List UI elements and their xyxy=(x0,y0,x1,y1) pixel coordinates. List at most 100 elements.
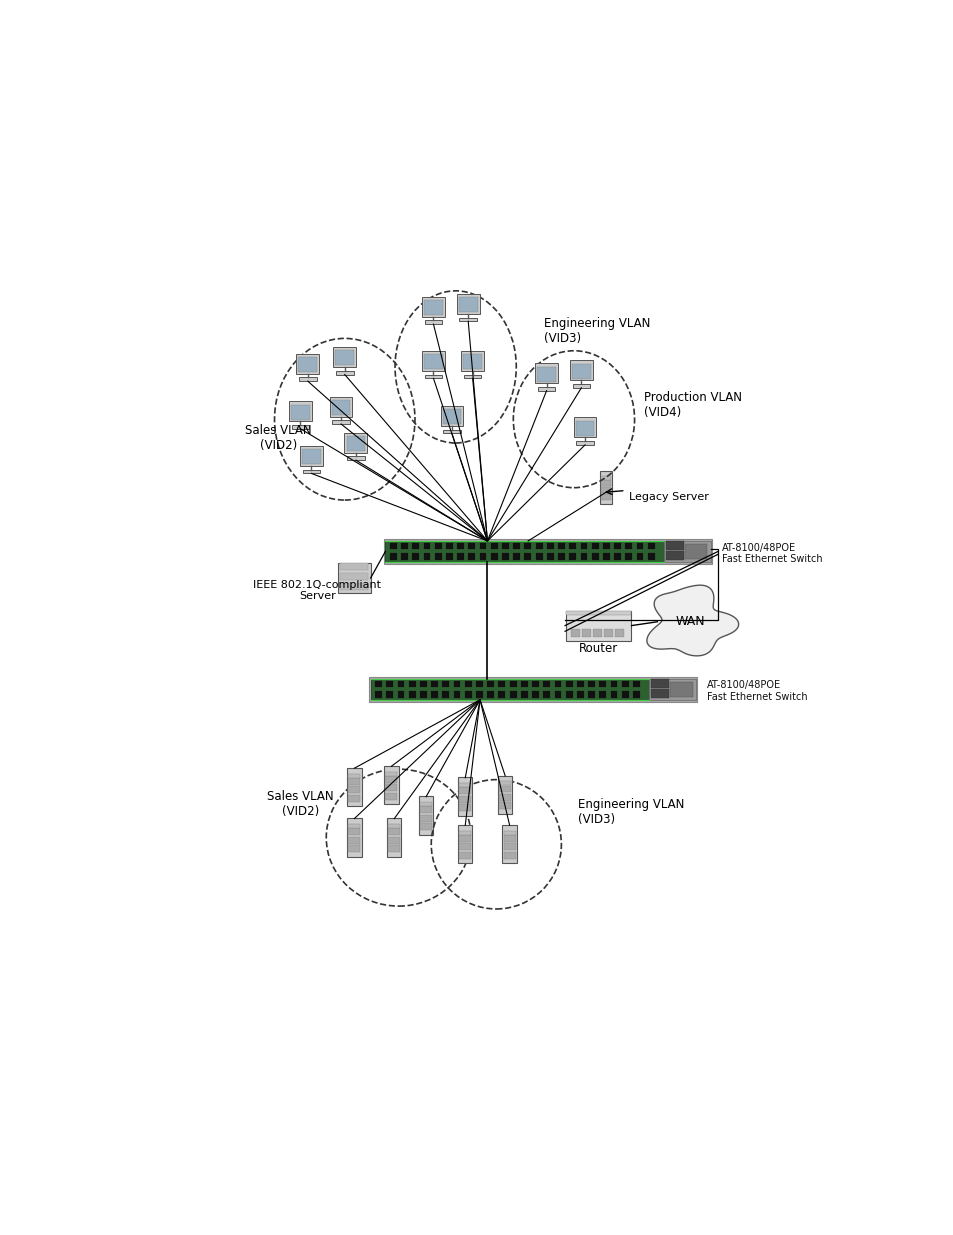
Bar xyxy=(614,553,620,559)
Bar xyxy=(424,374,442,378)
Bar xyxy=(591,553,598,559)
Bar xyxy=(375,692,381,698)
Text: Sales VLAN
(VID2): Sales VLAN (VID2) xyxy=(267,790,334,819)
Bar xyxy=(636,553,643,559)
Bar xyxy=(536,543,542,550)
Bar xyxy=(648,679,695,700)
Bar xyxy=(669,682,692,697)
FancyBboxPatch shape xyxy=(421,351,444,370)
Bar xyxy=(602,543,609,550)
Bar xyxy=(593,630,601,637)
Bar xyxy=(571,630,579,637)
Bar xyxy=(458,835,471,842)
Bar xyxy=(400,543,408,550)
Bar xyxy=(520,692,527,698)
Bar xyxy=(388,824,400,827)
Bar xyxy=(346,436,365,451)
Bar xyxy=(424,320,442,324)
Bar xyxy=(385,541,663,562)
Bar xyxy=(554,692,560,698)
Bar xyxy=(383,538,712,563)
FancyBboxPatch shape xyxy=(456,294,479,314)
Bar xyxy=(576,441,593,445)
Bar xyxy=(369,677,697,701)
Bar xyxy=(419,803,432,806)
Bar xyxy=(487,680,494,687)
Bar xyxy=(412,553,418,559)
Bar xyxy=(458,795,471,803)
Bar xyxy=(503,852,516,858)
Bar xyxy=(442,692,449,698)
Bar xyxy=(543,692,550,698)
Bar xyxy=(347,457,364,461)
Bar xyxy=(625,553,632,559)
Bar xyxy=(335,370,354,374)
Bar xyxy=(498,692,505,698)
Bar xyxy=(476,680,482,687)
Bar xyxy=(387,819,401,857)
Bar xyxy=(390,543,396,550)
Bar xyxy=(435,553,441,559)
Bar xyxy=(546,543,553,550)
Bar xyxy=(431,692,437,698)
Text: Production VLAN
(VID4): Production VLAN (VID4) xyxy=(643,391,741,419)
Bar xyxy=(348,824,360,827)
Bar xyxy=(458,844,471,850)
Bar xyxy=(442,680,449,687)
Bar xyxy=(298,357,316,372)
Bar xyxy=(663,541,710,562)
Bar xyxy=(412,543,418,550)
Bar xyxy=(599,472,611,504)
Bar xyxy=(385,784,397,792)
Bar xyxy=(498,803,511,809)
Bar xyxy=(598,692,605,698)
Text: Legacy Server: Legacy Server xyxy=(629,493,708,503)
Bar xyxy=(565,692,572,698)
Bar xyxy=(385,772,397,776)
Bar xyxy=(347,768,361,806)
Bar xyxy=(580,553,587,559)
Text: IEEE 802.1Q-compliant
Server: IEEE 802.1Q-compliant Server xyxy=(253,579,381,601)
Bar xyxy=(419,692,426,698)
Bar xyxy=(520,680,527,687)
Bar xyxy=(501,553,508,559)
Bar xyxy=(340,583,368,590)
Bar xyxy=(498,794,511,800)
Bar xyxy=(498,680,505,687)
Bar xyxy=(501,543,508,550)
Bar xyxy=(569,553,576,559)
Bar xyxy=(565,610,630,615)
Bar xyxy=(464,692,471,698)
Bar xyxy=(572,384,590,388)
FancyBboxPatch shape xyxy=(421,296,444,316)
Bar xyxy=(347,819,361,857)
Bar xyxy=(456,553,463,559)
Bar xyxy=(600,477,610,479)
Bar xyxy=(524,543,531,550)
Bar xyxy=(348,845,360,852)
Bar xyxy=(524,553,531,559)
Text: Router: Router xyxy=(578,642,618,655)
Bar xyxy=(408,680,416,687)
Bar xyxy=(614,543,620,550)
Bar xyxy=(621,692,628,698)
Bar xyxy=(546,553,553,559)
Bar xyxy=(332,400,350,415)
Bar xyxy=(502,825,517,863)
Bar xyxy=(600,487,610,493)
Bar xyxy=(424,300,442,315)
Bar xyxy=(565,680,572,687)
Bar xyxy=(431,680,437,687)
FancyBboxPatch shape xyxy=(344,432,367,453)
Bar xyxy=(385,793,397,800)
Bar xyxy=(558,553,564,559)
FancyBboxPatch shape xyxy=(569,361,592,380)
Bar xyxy=(600,494,610,500)
Bar xyxy=(348,837,360,844)
Bar xyxy=(633,680,639,687)
Bar xyxy=(424,354,442,369)
Bar xyxy=(423,543,430,550)
FancyBboxPatch shape xyxy=(333,347,355,367)
Bar xyxy=(572,364,590,379)
Bar xyxy=(458,831,471,835)
